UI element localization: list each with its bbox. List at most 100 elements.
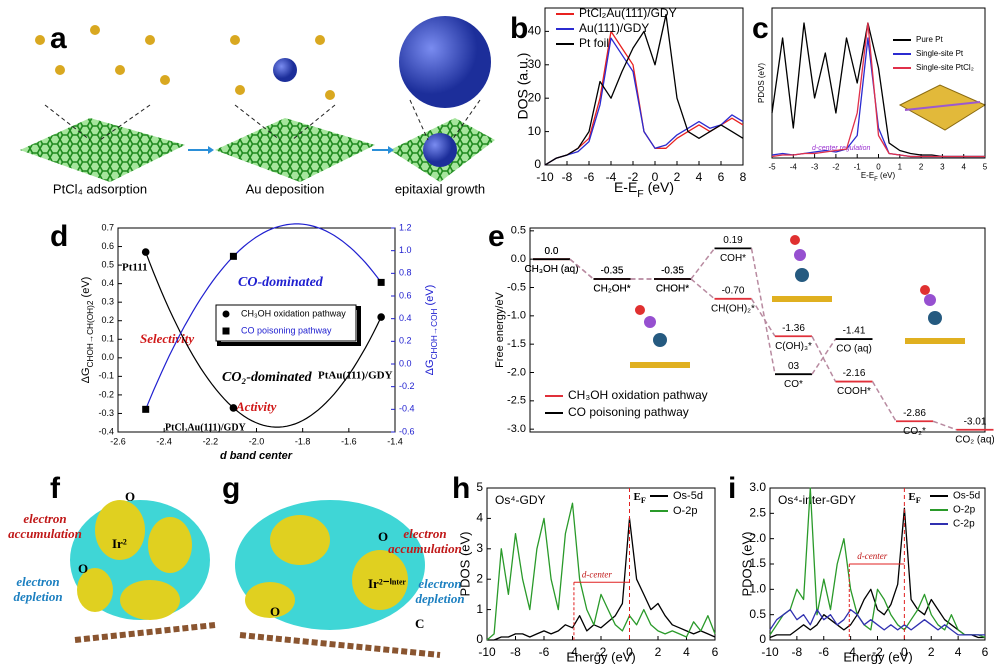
- value-label: -1.36: [782, 323, 805, 334]
- species-label: CH₂OH*: [593, 284, 630, 295]
- series-line: [769, 507, 985, 639]
- legend-label: Pure Pt: [916, 35, 943, 44]
- connector: [932, 420, 957, 431]
- x-axis-label: d band center: [220, 450, 293, 462]
- y-tick-label: 0.0: [511, 253, 526, 265]
- y-tick-label: 10: [528, 124, 542, 138]
- y-tick-label: 0.3: [101, 297, 114, 307]
- x-tick-label: -2: [832, 163, 840, 172]
- x-tick-label: 0: [901, 645, 908, 659]
- atom-label: Ir²: [112, 536, 127, 551]
- legend-symbol: [222, 327, 230, 335]
- x-tick-label: 0: [876, 163, 881, 172]
- x-axis-label: Energy (eV): [843, 649, 912, 664]
- fit-curve: [145, 251, 382, 428]
- panel-label: i: [728, 472, 736, 505]
- x-tick-label: -2: [872, 645, 883, 659]
- species-label: CHOH*: [656, 284, 689, 295]
- series-line: [769, 608, 985, 636]
- legend-label: PtCl₂Au(111)/GDY: [579, 6, 677, 20]
- x-tick-label: 1: [898, 163, 903, 172]
- y-tick-label: 0.2: [101, 315, 114, 325]
- value-label: -0.35: [601, 266, 624, 277]
- legend-label: CH₃OH oxidation pathway: [568, 388, 708, 402]
- x-tick-label: -8: [792, 645, 803, 659]
- annotation: d-center regulation: [812, 145, 870, 152]
- x-axis-label-part: F: [637, 188, 643, 200]
- y2-tick-label: 0.4: [399, 313, 412, 323]
- x-tick-label: 0: [652, 170, 659, 184]
- x-tick-label: -5: [768, 163, 776, 172]
- series-line: [771, 22, 985, 158]
- y-tick-label: -2.5: [507, 395, 526, 407]
- species-label: CH₃OH (aq): [524, 264, 578, 275]
- x-tick-label: 4: [683, 645, 690, 659]
- legend-label: Os-5d: [953, 491, 980, 502]
- x-tick-label: -2.6: [110, 437, 126, 447]
- x-tick-label: 4: [955, 645, 962, 659]
- x-tick-label: 2: [655, 645, 662, 659]
- x-tick-label: 4: [961, 163, 966, 172]
- value-label: 0.0: [545, 246, 559, 257]
- value-label: 03: [788, 361, 800, 372]
- panel-label: h: [452, 472, 470, 505]
- annotation: CO-dominated: [238, 275, 324, 290]
- fermi-label-part: E: [908, 491, 915, 503]
- value-label: -2.16: [843, 368, 866, 379]
- legend-label: CO poisoning pathway: [568, 405, 689, 419]
- series-line: [544, 14, 744, 166]
- x-tick-label: 2: [919, 163, 924, 172]
- marker: [229, 404, 238, 412]
- y-tick-label: 4: [476, 511, 483, 525]
- x-tick-label: -8: [510, 645, 521, 659]
- y-tick-label: 20: [528, 90, 542, 104]
- x-tick-label: 2: [674, 170, 681, 184]
- y2-axis-label-part: ΔG: [424, 359, 436, 375]
- annotation: Pt111: [122, 262, 148, 274]
- value-label: 0.0: [545, 246, 559, 257]
- marker: [142, 405, 150, 413]
- y2-tick-label: 0.6: [399, 290, 412, 300]
- x-tick-label: 5: [983, 163, 988, 172]
- legend-label: Os-5d: [673, 490, 703, 502]
- annotation: electron: [16, 574, 59, 589]
- connector: [871, 381, 897, 422]
- series-line: [544, 30, 744, 166]
- x-tick-label: -4: [790, 163, 798, 172]
- y-tick-label: 0: [534, 157, 541, 171]
- value-label: -0.35: [661, 266, 684, 277]
- connector: [811, 338, 837, 375]
- y-axis-label-part: ΔG: [80, 367, 92, 383]
- plot-frame: [544, 7, 744, 166]
- annotation: PtCl₂Au(111)/GDY: [165, 422, 247, 433]
- species-label: CH₂OH*: [593, 284, 630, 295]
- x-tick-label: -10: [761, 645, 779, 659]
- d-center-label: d-center: [857, 551, 887, 561]
- value-label: -0.35: [601, 266, 624, 277]
- species-label: CO*: [784, 379, 803, 390]
- atom-label: C: [415, 616, 424, 631]
- caption: epitaxial growth: [395, 181, 485, 196]
- y2-tick-label: 0.2: [399, 336, 412, 346]
- x-tick-label: 6: [712, 645, 719, 659]
- legend-label: CO poisoning pathway: [241, 325, 332, 335]
- x-axis-label: Energy (eV): [566, 649, 635, 664]
- y2-tick-label: -0.6: [399, 426, 415, 436]
- x-axis-label-part: E-E: [614, 179, 637, 195]
- y-tick-label: 0.6: [101, 241, 114, 251]
- panel-label: c: [752, 12, 769, 45]
- x-tick-label: -10: [536, 170, 554, 184]
- species-label: COH*: [720, 253, 746, 264]
- legend-label: O-2p: [953, 505, 976, 516]
- y-axis-label: ΔGCHOH→CH(OH)2 (eV): [80, 277, 95, 384]
- crystal-inset: [898, 84, 987, 131]
- adsorbate-model: [630, 235, 965, 368]
- d-center-label: d-center: [582, 569, 612, 579]
- atom-label: O: [378, 529, 388, 544]
- x-tick-label: -4: [845, 645, 856, 659]
- y-tick-label: 3.0: [749, 480, 766, 494]
- y-tick-label: -1.5: [507, 338, 526, 350]
- species-label: CO₂*: [903, 426, 926, 437]
- y-tick-label: 1.0: [749, 582, 766, 596]
